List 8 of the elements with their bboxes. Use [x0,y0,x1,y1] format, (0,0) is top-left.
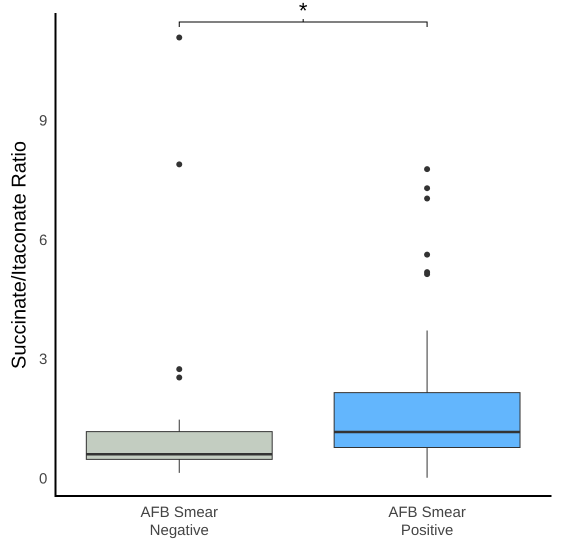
annotation: * [298,0,308,23]
y-tick-label: 0 [39,470,48,488]
x-tick-label: AFB Smear Positive [388,504,466,540]
y-tick-label: 3 [39,351,48,368]
y-tick-label: 6 [39,232,48,249]
y-axis-title: Succinate/Itaconate Ratio [8,141,31,369]
y-tick-label: 9 [39,112,48,130]
x-tick-label: AFB Smear Negative [140,504,218,540]
